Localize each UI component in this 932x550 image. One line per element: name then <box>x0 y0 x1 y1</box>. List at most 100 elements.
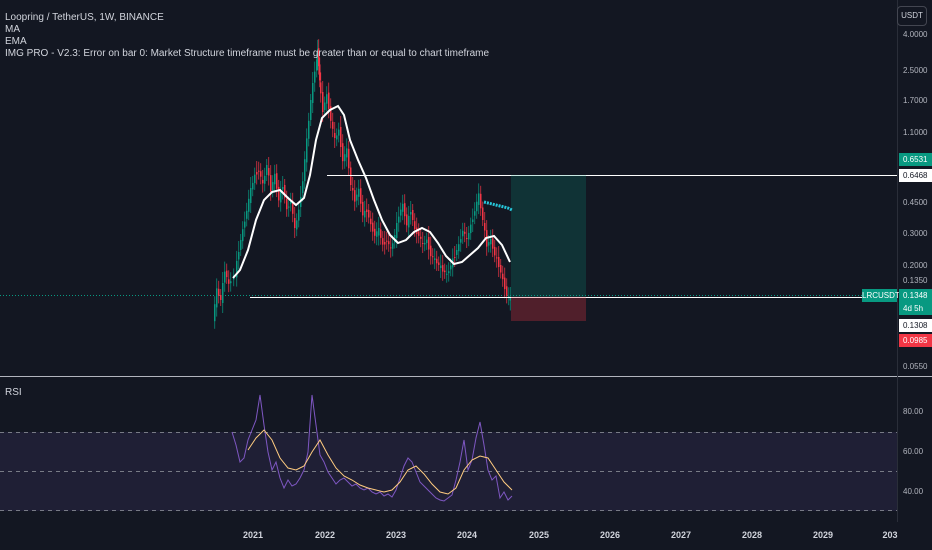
projection-line[interactable] <box>483 200 513 212</box>
candle-body <box>314 71 316 83</box>
candle-body <box>254 174 256 184</box>
candle-body <box>288 206 290 208</box>
candle-body <box>412 210 414 220</box>
candle-body <box>354 190 356 202</box>
candle-body <box>304 159 306 182</box>
candle-body <box>222 283 224 303</box>
candle-body <box>250 188 252 203</box>
candle-body <box>374 228 376 236</box>
candle-body <box>246 210 248 219</box>
candle-body <box>438 262 440 265</box>
ma-indicator-label[interactable]: MA <box>5 24 20 35</box>
time-axis-label: 2027 <box>670 530 692 540</box>
candle-body <box>332 121 334 129</box>
candle-body <box>509 298 511 301</box>
candle-body <box>482 207 484 220</box>
candle-body <box>384 242 386 245</box>
candle-body <box>494 246 496 256</box>
candle-body <box>256 172 258 175</box>
candle-body <box>472 219 474 222</box>
price-axis-label: 0.0550 <box>903 362 928 371</box>
candle-body <box>506 286 508 296</box>
candle-body <box>266 165 268 175</box>
time-axis-label: 2029 <box>812 530 834 540</box>
candle-body <box>462 230 464 237</box>
price-axis-label: 4.0000 <box>903 30 928 39</box>
candle-body <box>226 270 228 278</box>
candle-body <box>456 250 458 255</box>
candle-body <box>492 238 494 249</box>
stop-price-tag[interactable]: 0.0985 <box>899 334 932 347</box>
candle-body <box>420 236 422 239</box>
candle-body <box>440 265 442 268</box>
candle-body <box>328 92 330 110</box>
candle-body <box>362 201 364 216</box>
candle-body <box>264 175 266 184</box>
candle-body <box>280 190 282 203</box>
candle-body <box>214 304 216 322</box>
candle-body <box>408 215 410 228</box>
candle-body <box>458 244 460 252</box>
ema-line[interactable] <box>232 104 511 279</box>
candle-body <box>306 138 308 163</box>
resistance-level-tag[interactable]: 0.6468 <box>899 169 932 182</box>
candle-body <box>218 288 220 296</box>
candle-body <box>430 245 432 257</box>
candle-body <box>274 173 276 185</box>
candle-body <box>242 229 244 242</box>
long-position-stop-zone[interactable] <box>511 297 586 321</box>
last-price-tag[interactable]: 0.1348 <box>899 289 932 302</box>
candle-body <box>338 129 340 136</box>
price-axis-label: 0.3000 <box>903 229 928 238</box>
candle-body <box>348 148 350 169</box>
candle-body <box>398 216 400 223</box>
candle-body <box>346 148 348 158</box>
rsi-ma-line[interactable] <box>247 429 513 495</box>
rsi-axis-label: 60.00 <box>903 447 924 456</box>
candle-body <box>342 143 344 162</box>
candle-body <box>282 187 284 190</box>
img-pro-indicator-label[interactable]: IMG PRO - V2.3: Error on bar 0: Market S… <box>5 48 490 59</box>
candle-body <box>498 257 500 267</box>
rsi-line[interactable] <box>231 394 513 502</box>
candle-body <box>400 209 402 216</box>
candle-body <box>258 170 260 172</box>
candle-body <box>302 181 304 194</box>
candle-body <box>308 120 310 139</box>
candle-body <box>330 106 332 121</box>
candle-body <box>502 273 504 280</box>
ema-indicator-label[interactable]: EMA <box>5 36 27 47</box>
candle-body <box>340 127 342 147</box>
candle-body <box>360 188 362 204</box>
candle-body <box>422 243 424 244</box>
candle-body <box>490 238 492 245</box>
chart-legend: Loopring / TetherUS, 1W, BINANCE MA EMA … <box>5 12 489 60</box>
candle-body <box>478 193 480 205</box>
time-axis-label: 203 <box>882 530 898 540</box>
bar-countdown-tag: 4d 5h <box>899 302 932 315</box>
rsi-indicator-label[interactable]: RSI <box>5 387 22 398</box>
symbol-tag[interactable]: LRCUSDT <box>862 289 900 302</box>
price-axis-label: 1.7000 <box>903 96 928 105</box>
candle-body <box>380 229 382 238</box>
currency-unit-button[interactable]: USDT <box>897 6 927 26</box>
long-position-target-zone[interactable] <box>511 175 586 297</box>
candle-body <box>356 194 358 201</box>
candle-body <box>460 239 462 243</box>
candle-body <box>294 218 296 228</box>
candles[interactable] <box>214 39 511 329</box>
price-axis-label: 0.2000 <box>903 261 928 270</box>
candle-body <box>378 228 380 236</box>
symbol-title[interactable]: Loopring / TetherUS, 1W, BINANCE <box>5 12 164 23</box>
candle-body <box>272 182 274 191</box>
time-axis-label: 2026 <box>599 530 621 540</box>
candle-body <box>446 273 448 275</box>
candle-body <box>352 188 354 191</box>
target-price-tag[interactable]: 0.6531 <box>899 153 932 166</box>
candle-body <box>396 223 398 238</box>
candle-body <box>228 279 230 284</box>
time-axis-label: 2021 <box>242 530 264 540</box>
candle-body <box>410 212 412 215</box>
entry-price-tag[interactable]: 0.1308 <box>899 319 932 332</box>
